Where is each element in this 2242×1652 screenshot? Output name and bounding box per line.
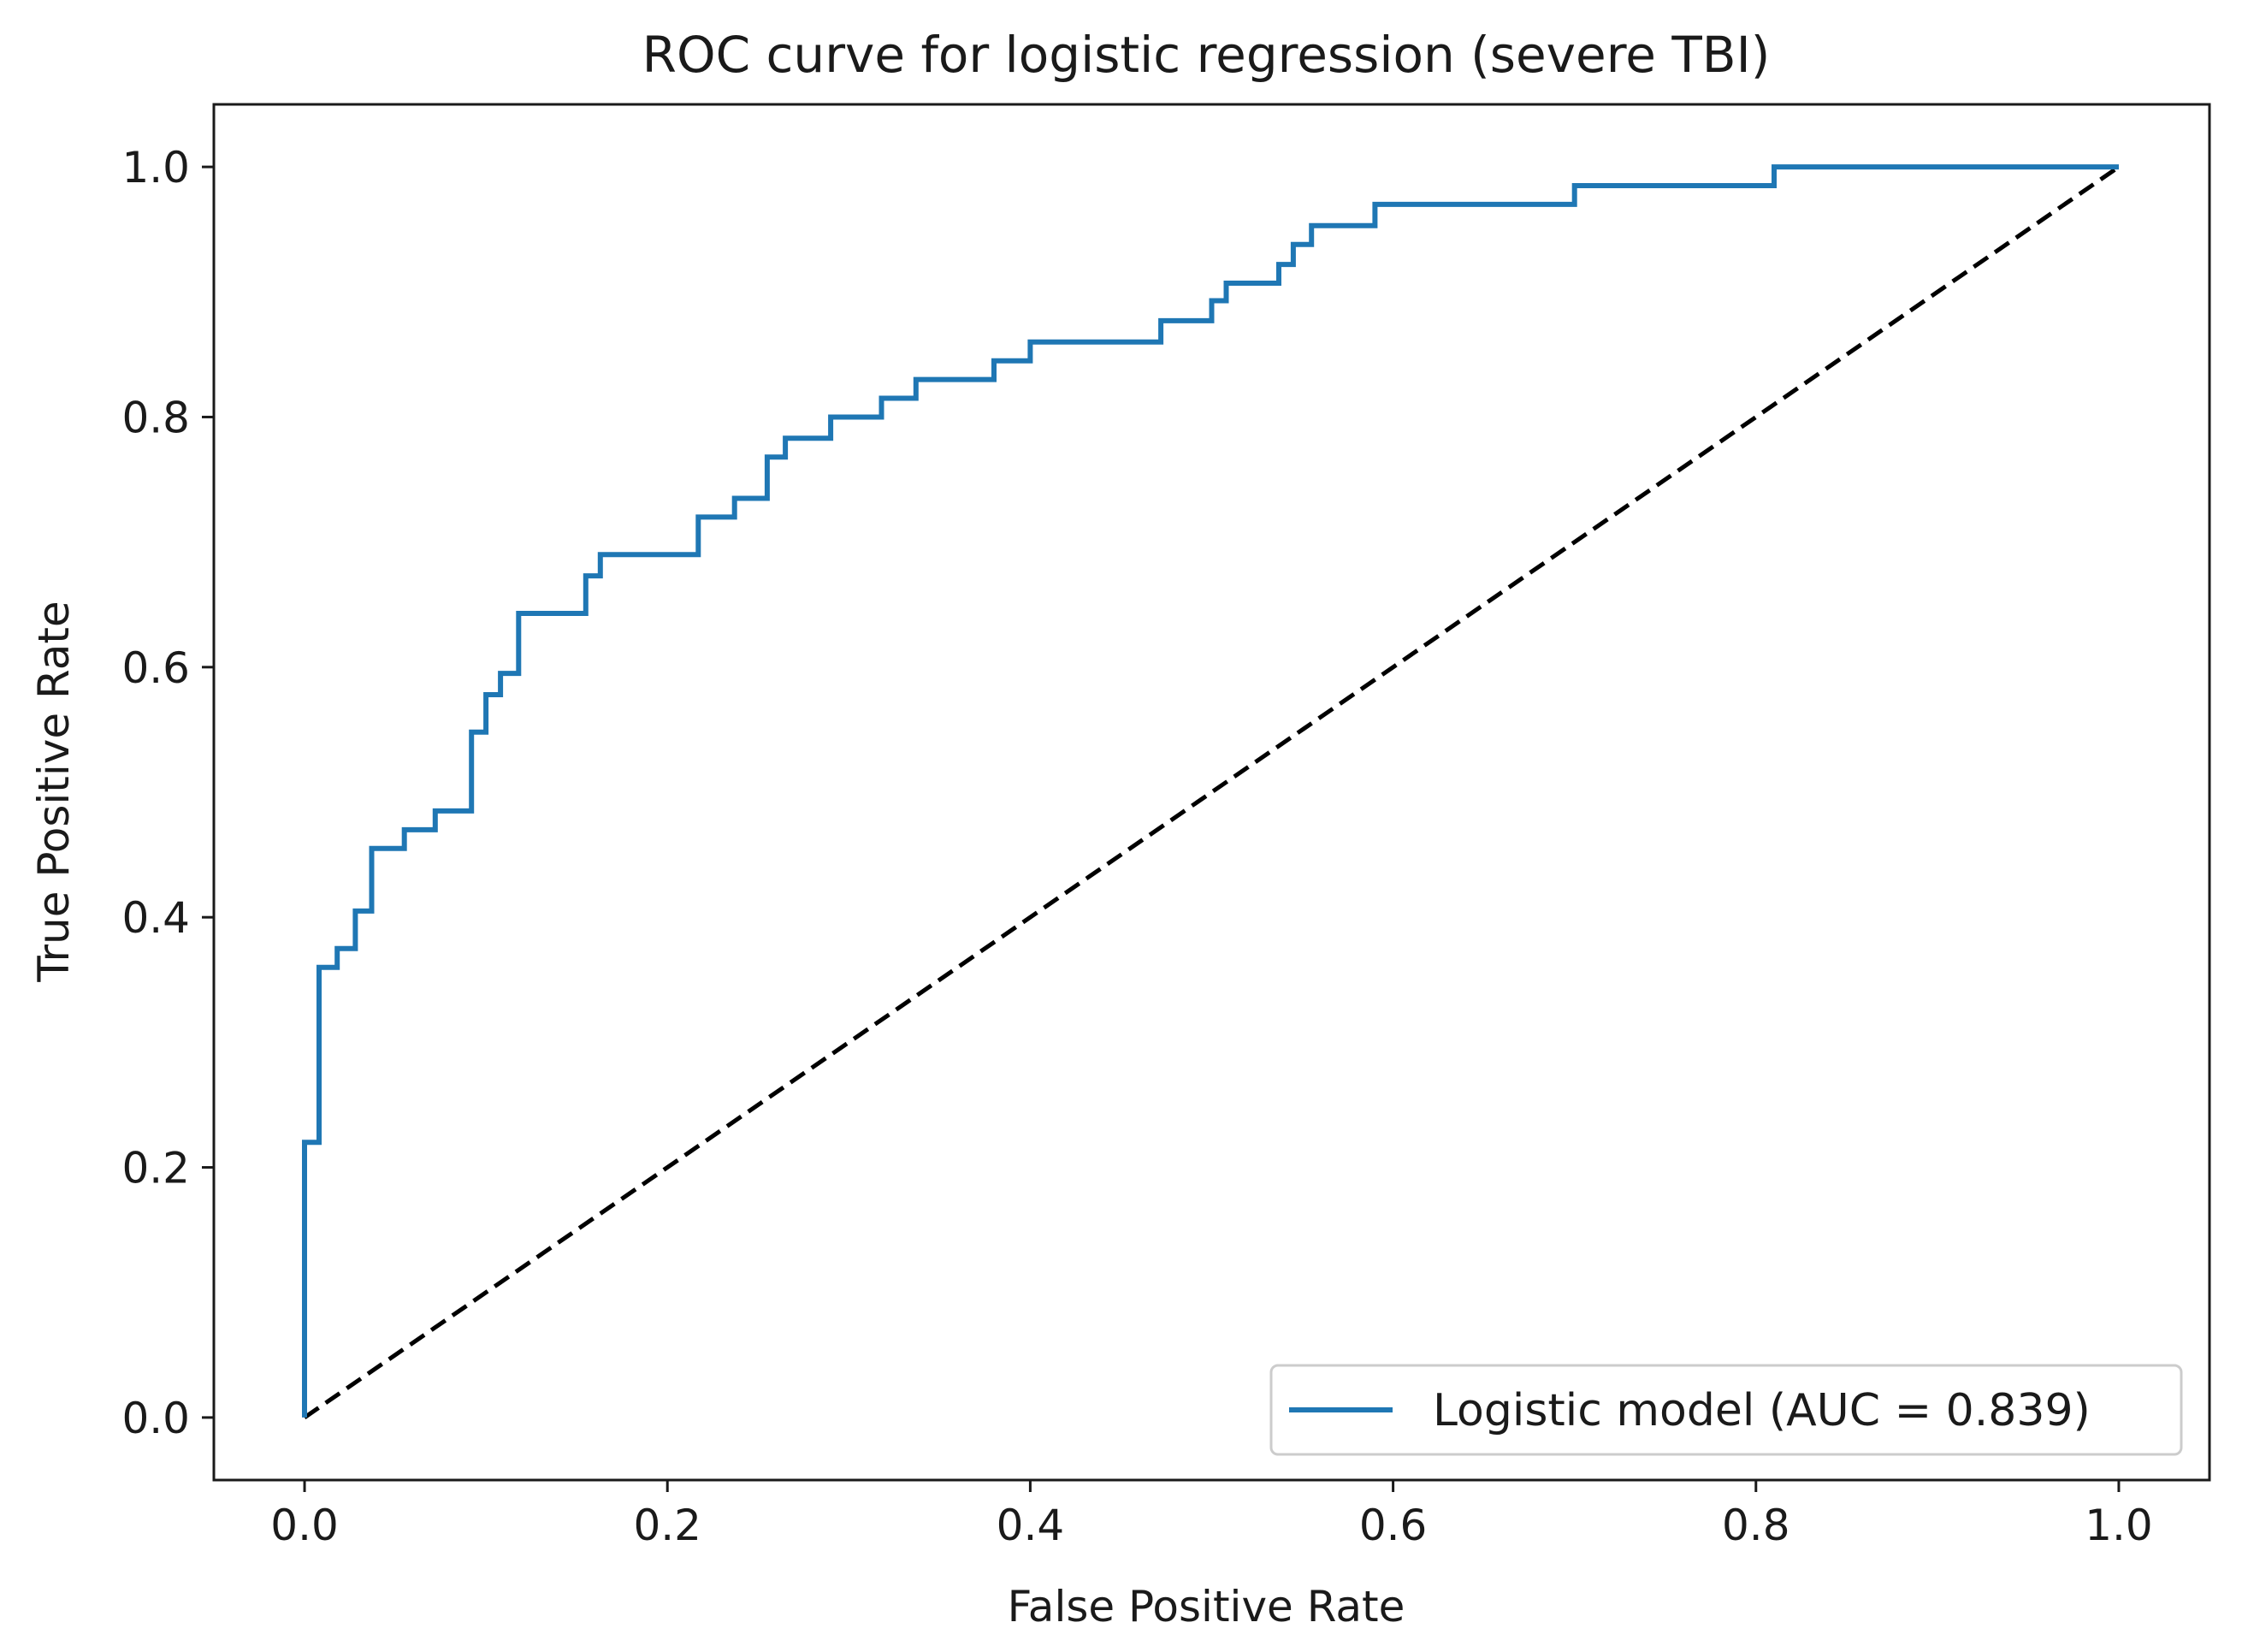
y-tick-label: 0.2 xyxy=(121,1144,190,1193)
legend: Logistic model (AUC = 0.839) xyxy=(1269,1364,2183,1456)
x-tick-label: 0.4 xyxy=(997,1501,1065,1550)
plot-area xyxy=(302,164,2121,1419)
legend-box xyxy=(1269,1364,2183,1456)
plot-frame xyxy=(212,103,2211,1482)
x-tick-label: 0.0 xyxy=(270,1501,339,1550)
y-tick-label: 0.6 xyxy=(121,643,190,693)
y-tick-label: 0.4 xyxy=(121,893,190,943)
x-tick-label: 0.8 xyxy=(1722,1501,1790,1550)
chart-title: ROC curve for logistic regression (sever… xyxy=(642,26,1771,84)
x-axis-label: False Positive Rate xyxy=(1008,1582,1405,1631)
y-tick-label: 0.8 xyxy=(121,393,190,442)
x-tick-label: 0.2 xyxy=(633,1501,701,1550)
chance-diagonal-line xyxy=(303,165,2121,1419)
y-tick-label: 0.0 xyxy=(121,1394,190,1443)
axis-ticks: 0.0 0.2 0.4 0.6 0.8 1.0 0.0 0.2 0.4 0.6 0.8 1.0 xyxy=(121,143,2152,1550)
legend-label: Logistic model (AUC = 0.839) xyxy=(1433,1385,2091,1436)
y-tick-label: 1.0 xyxy=(121,143,190,192)
roc-curve-line xyxy=(302,164,2119,1418)
x-tick-label: 1.0 xyxy=(2085,1501,2153,1550)
x-tick-label: 0.6 xyxy=(1359,1501,1428,1550)
y-axis-label: True Positive Rate xyxy=(29,601,79,982)
